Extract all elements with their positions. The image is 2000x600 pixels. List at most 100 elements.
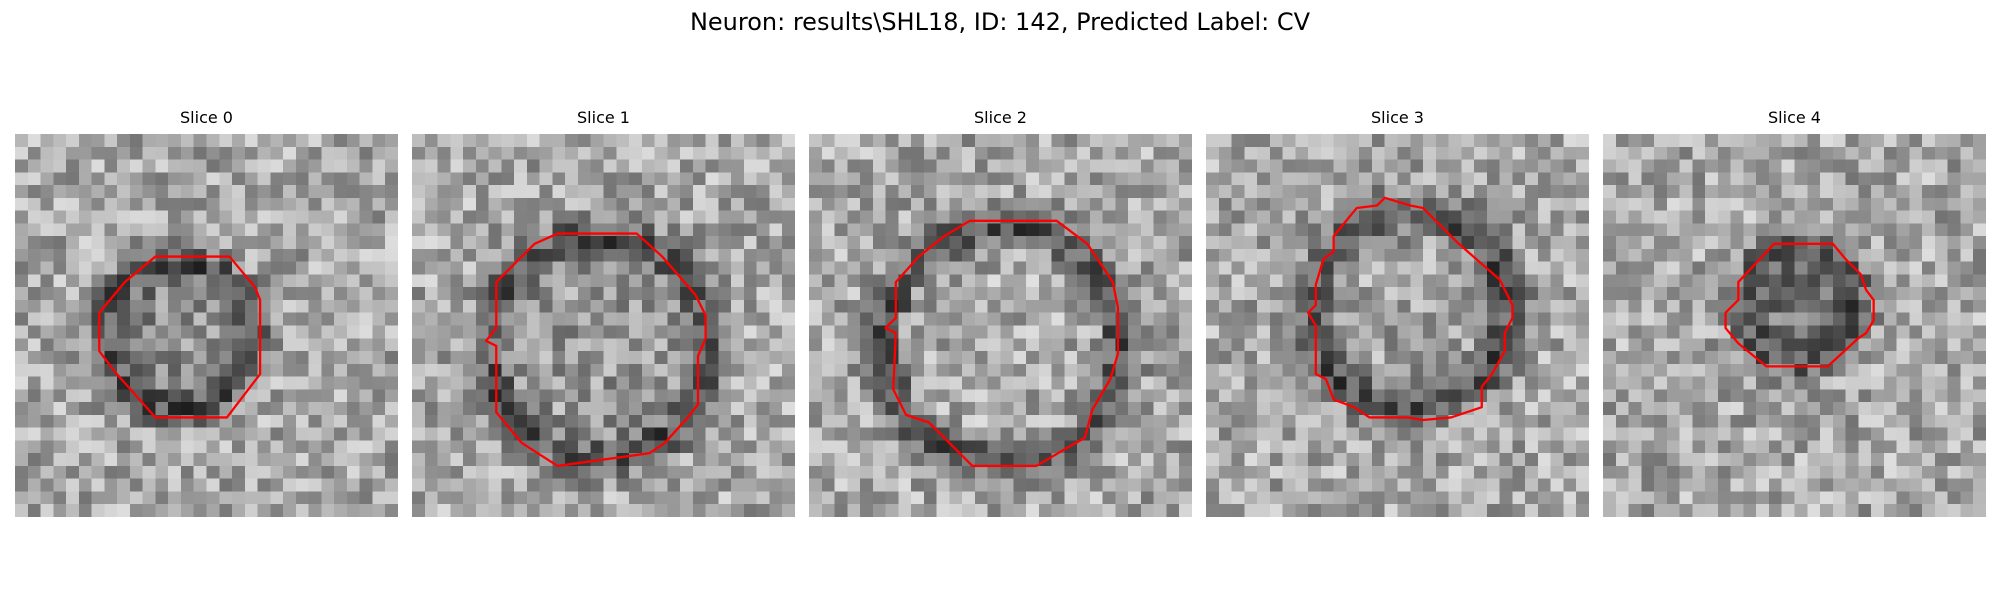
- image-pixel: [1960, 427, 1974, 441]
- image-pixel: [1679, 172, 1693, 186]
- image-pixel: [782, 146, 795, 160]
- image-pixel: [66, 223, 80, 237]
- image-pixel: [565, 465, 579, 479]
- image-pixel: [872, 414, 886, 428]
- image-pixel: [501, 312, 515, 326]
- image-pixel: [1743, 134, 1757, 148]
- image-pixel: [718, 197, 732, 211]
- image-pixel: [1603, 248, 1617, 262]
- image-pixel: [1128, 299, 1142, 313]
- image-pixel: [680, 197, 694, 211]
- image-pixel: [1051, 465, 1065, 479]
- image-pixel: [629, 338, 643, 352]
- image-pixel: [1973, 223, 1986, 237]
- image-pixel: [270, 299, 284, 313]
- image-pixel: [1140, 338, 1154, 352]
- image-pixel: [1499, 427, 1513, 441]
- image-pixel: [1947, 274, 1961, 288]
- image-pixel: [437, 261, 451, 275]
- image-pixel: [1166, 223, 1180, 237]
- image-pixel: [1603, 325, 1617, 339]
- image-pixel: [949, 325, 963, 339]
- image-pixel: [308, 261, 322, 275]
- image-pixel: [53, 134, 67, 148]
- image-pixel: [450, 287, 464, 301]
- image-pixel: [1423, 478, 1437, 492]
- image-pixel: [782, 274, 795, 288]
- image-pixel: [232, 299, 246, 313]
- image-pixel: [334, 351, 348, 365]
- image-pixel: [1666, 465, 1680, 479]
- image-pixel: [514, 210, 528, 224]
- image-pixel: [680, 491, 694, 505]
- image-pixel: [1410, 478, 1424, 492]
- image-pixel: [641, 261, 655, 275]
- image-pixel: [1973, 210, 1986, 224]
- image-pixel: [692, 491, 706, 505]
- image-pixel: [1512, 376, 1526, 390]
- image-pixel: [78, 491, 92, 505]
- image-pixel: [168, 402, 182, 416]
- image-pixel: [1051, 274, 1065, 288]
- image-pixel: [1756, 478, 1770, 492]
- image-pixel: [526, 351, 540, 365]
- image-pixel: [1128, 504, 1142, 517]
- image-pixel: [104, 376, 118, 390]
- image-pixel: [667, 389, 681, 403]
- image-pixel: [667, 312, 681, 326]
- image-pixel: [1244, 299, 1258, 313]
- image-pixel: [385, 223, 398, 237]
- image-pixel: [552, 351, 566, 365]
- image-pixel: [1077, 414, 1091, 428]
- image-pixel: [577, 491, 591, 505]
- image-pixel: [219, 325, 233, 339]
- image-pixel: [257, 236, 271, 250]
- image-pixel: [1909, 427, 1923, 441]
- image-pixel: [1320, 478, 1334, 492]
- image-pixel: [667, 351, 681, 365]
- image-pixel: [680, 465, 694, 479]
- image-pixel: [1550, 465, 1564, 479]
- image-pixel: [629, 159, 643, 173]
- image-pixel: [346, 504, 360, 517]
- image-pixel: [1013, 325, 1027, 339]
- image-pixel: [1153, 325, 1167, 339]
- image-pixel: [295, 491, 309, 505]
- image-pixel: [1231, 440, 1245, 454]
- image-pixel: [1397, 146, 1411, 160]
- image-pixel: [1371, 389, 1385, 403]
- image-pixel: [1089, 146, 1103, 160]
- image-pixel: [1128, 261, 1142, 275]
- image-pixel: [1537, 299, 1551, 313]
- image-pixel: [1858, 402, 1872, 416]
- image-pixel: [1218, 312, 1232, 326]
- image-pixel: [1231, 159, 1245, 173]
- image-pixel: [898, 146, 912, 160]
- image-pixel: [1153, 172, 1167, 186]
- image-pixel: [974, 287, 988, 301]
- image-pixel: [1883, 453, 1897, 467]
- image-pixel: [552, 248, 566, 262]
- image-pixel: [987, 453, 1001, 467]
- image-pixel: [295, 287, 309, 301]
- image-pixel: [1013, 351, 1027, 365]
- image-pixel: [680, 312, 694, 326]
- image-pixel: [949, 287, 963, 301]
- image-pixel: [1603, 414, 1617, 428]
- image-pixel: [1705, 287, 1719, 301]
- image-pixel: [372, 236, 386, 250]
- image-pixel: [1807, 146, 1821, 160]
- image-pixel: [27, 236, 41, 250]
- image-pixel: [1128, 312, 1142, 326]
- image-pixel: [463, 146, 477, 160]
- image-pixel: [1845, 465, 1859, 479]
- image-pixel: [1064, 478, 1078, 492]
- image-pixel: [1692, 274, 1706, 288]
- image-pixel: [1474, 236, 1488, 250]
- image-pixel: [219, 159, 233, 173]
- image-pixel: [1896, 338, 1910, 352]
- image-pixel: [718, 261, 732, 275]
- image-pixel: [680, 248, 694, 262]
- image-pixel: [1743, 389, 1757, 403]
- image-pixel: [437, 236, 451, 250]
